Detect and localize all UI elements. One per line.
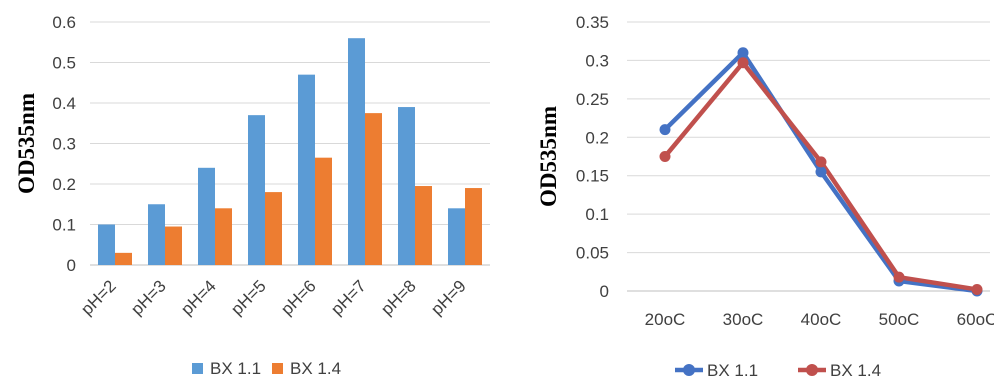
y-tick-label: 0.6 (52, 13, 76, 32)
legend-label: BX 1.4 (290, 359, 341, 378)
y-tick-label: 0.1 (52, 216, 76, 235)
legend-label: BX 1.1 (707, 361, 758, 380)
data-point-bx14 (737, 57, 749, 69)
x-tick-label: 30oC (723, 310, 764, 329)
bar-bx11 (298, 74, 315, 266)
y-axis-label: OD535nm (536, 106, 561, 207)
x-tick-label: pH=5 (227, 276, 270, 319)
y-axis-label: OD535nm (14, 93, 39, 194)
x-tick-label: pH=3 (127, 276, 170, 319)
bar-bx11 (98, 224, 115, 265)
bar-bx14 (315, 157, 332, 265)
y-tick-label: 0.5 (52, 54, 76, 73)
bar-bx14 (215, 208, 232, 265)
y-tick-label: 0.2 (585, 128, 609, 147)
bar-bx14 (415, 186, 432, 265)
x-tick-label: pH=8 (377, 276, 420, 319)
bar-bx11 (398, 107, 415, 265)
x-tick-label: 60oC (957, 310, 994, 329)
legend-swatch (192, 363, 203, 374)
y-tick-label: 0.15 (576, 167, 609, 186)
bar-bx11 (348, 38, 365, 266)
legend-marker (683, 364, 695, 376)
x-tick-label: pH=4 (177, 276, 220, 319)
x-tick-label: 50oC (879, 310, 920, 329)
data-point-bx14 (659, 151, 671, 162)
legend-label: BX 1.4 (830, 361, 881, 380)
bar-bx14 (115, 252, 132, 265)
y-tick-label: 0 (67, 256, 76, 275)
legend-marker (806, 364, 818, 376)
data-point-bx14 (971, 283, 983, 295)
x-tick-label: pH=9 (427, 276, 470, 319)
x-tick-label: 40oC (801, 310, 842, 329)
bar-bx14 (265, 192, 282, 265)
bar-bx14 (465, 188, 482, 265)
data-point-bx14 (815, 156, 827, 168)
data-point-bx11 (737, 47, 749, 59)
y-tick-label: 0.4 (52, 94, 76, 113)
y-tick-label: 0.1 (585, 205, 609, 224)
bar-bx11 (448, 208, 465, 265)
bar-bx14 (365, 113, 382, 265)
x-tick-label: pH=2 (77, 276, 120, 319)
x-tick-label: pH=7 (327, 276, 370, 319)
data-point-bx11 (659, 124, 671, 136)
bar-bx11 (198, 167, 215, 265)
y-tick-label: 0 (600, 282, 609, 301)
y-tick-label: 0.05 (576, 244, 609, 263)
bar-bx11 (248, 115, 265, 266)
bar-bx14 (165, 226, 182, 265)
temperature-line-chart: 0 0.05 0.1 0.15 0.2 0.25 0.3 0.35 20oC 30oC 40oC 50… (536, 13, 994, 380)
legend-label: BX 1.1 (210, 359, 261, 378)
y-tick-label: 0.35 (576, 13, 609, 32)
bar-bx11 (148, 204, 165, 265)
data-point-bx14 (893, 271, 905, 283)
y-tick-label: 0.3 (585, 51, 609, 70)
x-tick-label: 20oC (645, 310, 686, 329)
y-tick-label: 0.25 (576, 90, 609, 109)
y-tick-label: 0.3 (52, 135, 76, 154)
legend-swatch (272, 363, 283, 374)
data-point-bx11 (815, 166, 827, 178)
y-tick-label: 0.2 (52, 175, 76, 194)
ph-bar-chart: 00.10.20.30.40.50.6pH=2 pH=3 pH=4 pH=5 pH=6 p… (14, 13, 490, 378)
x-tick-label: pH=6 (277, 276, 320, 319)
